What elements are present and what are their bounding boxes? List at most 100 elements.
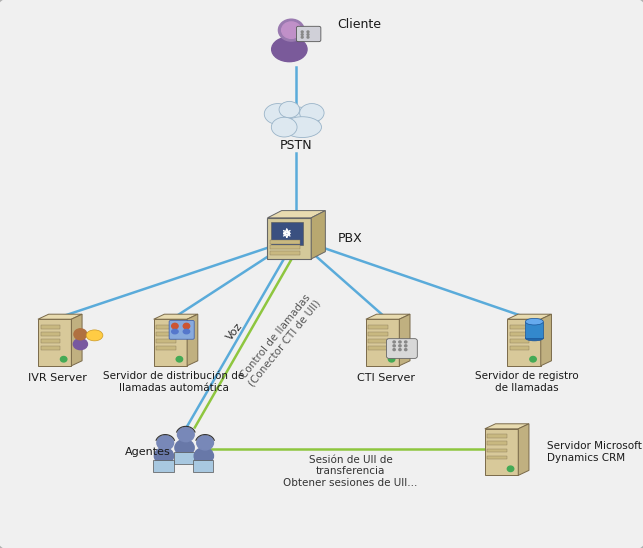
Text: Cliente: Cliente <box>338 18 381 31</box>
Ellipse shape <box>283 117 322 138</box>
Ellipse shape <box>154 448 174 464</box>
Ellipse shape <box>271 117 297 137</box>
FancyBboxPatch shape <box>41 346 60 350</box>
Polygon shape <box>518 424 529 476</box>
FancyBboxPatch shape <box>38 319 71 366</box>
Circle shape <box>177 427 194 442</box>
Text: PBX: PBX <box>338 232 362 245</box>
Circle shape <box>393 341 395 343</box>
Circle shape <box>183 323 190 329</box>
Text: PSTN: PSTN <box>280 139 312 152</box>
FancyBboxPatch shape <box>525 322 543 338</box>
Circle shape <box>404 349 407 351</box>
FancyBboxPatch shape <box>368 346 388 350</box>
Polygon shape <box>187 314 198 366</box>
Text: Agentes: Agentes <box>125 447 171 457</box>
Circle shape <box>157 436 174 450</box>
Ellipse shape <box>525 318 543 325</box>
Circle shape <box>60 356 67 362</box>
FancyBboxPatch shape <box>153 460 174 472</box>
Polygon shape <box>71 314 82 366</box>
Circle shape <box>307 34 309 35</box>
Polygon shape <box>311 210 325 259</box>
Ellipse shape <box>525 335 543 341</box>
FancyBboxPatch shape <box>156 324 176 328</box>
Circle shape <box>404 345 407 347</box>
Circle shape <box>74 329 87 340</box>
Text: Servidor de registro
de llamadas: Servidor de registro de llamadas <box>475 371 579 393</box>
Circle shape <box>399 345 401 347</box>
Circle shape <box>172 323 178 329</box>
Text: IVR Server: IVR Server <box>28 373 87 383</box>
FancyBboxPatch shape <box>154 319 187 366</box>
Ellipse shape <box>183 329 190 334</box>
Circle shape <box>393 349 395 351</box>
Circle shape <box>301 34 303 35</box>
Circle shape <box>307 31 309 33</box>
FancyBboxPatch shape <box>510 324 529 328</box>
Text: Control de llamadas
(Conector CTI de UII): Control de llamadas (Conector CTI de UII… <box>237 291 322 389</box>
Circle shape <box>176 356 183 362</box>
Circle shape <box>388 356 395 362</box>
FancyBboxPatch shape <box>487 448 507 453</box>
FancyBboxPatch shape <box>156 332 176 335</box>
Polygon shape <box>541 314 552 366</box>
Ellipse shape <box>172 329 178 334</box>
Ellipse shape <box>273 107 319 134</box>
FancyBboxPatch shape <box>41 324 60 328</box>
Polygon shape <box>38 314 82 319</box>
Polygon shape <box>154 314 198 319</box>
FancyBboxPatch shape <box>510 339 529 343</box>
Text: CTI Server: CTI Server <box>357 373 415 383</box>
FancyBboxPatch shape <box>366 319 399 366</box>
Circle shape <box>507 466 514 471</box>
Circle shape <box>197 436 213 450</box>
Polygon shape <box>267 210 325 218</box>
FancyBboxPatch shape <box>510 332 529 335</box>
FancyBboxPatch shape <box>174 452 194 464</box>
FancyBboxPatch shape <box>41 339 60 343</box>
Circle shape <box>530 356 536 362</box>
FancyBboxPatch shape <box>510 346 529 350</box>
Circle shape <box>399 349 401 351</box>
FancyBboxPatch shape <box>368 332 388 335</box>
Text: Sesión de UII de
transferencia
Obtener sesiones de UII...: Sesión de UII de transferencia Obtener s… <box>284 455 417 488</box>
Ellipse shape <box>272 37 307 61</box>
FancyBboxPatch shape <box>487 456 507 459</box>
FancyBboxPatch shape <box>507 319 541 366</box>
Ellipse shape <box>175 439 194 456</box>
Circle shape <box>404 341 407 343</box>
Text: Servidor Microsoft
Dynamics CRM: Servidor Microsoft Dynamics CRM <box>547 441 642 463</box>
FancyBboxPatch shape <box>296 26 321 42</box>
FancyBboxPatch shape <box>386 339 417 358</box>
FancyBboxPatch shape <box>487 434 507 438</box>
Circle shape <box>278 19 304 41</box>
Ellipse shape <box>264 104 291 124</box>
Circle shape <box>307 36 309 38</box>
Ellipse shape <box>279 101 300 118</box>
FancyBboxPatch shape <box>368 324 388 328</box>
Circle shape <box>301 36 303 38</box>
FancyBboxPatch shape <box>193 460 213 472</box>
Circle shape <box>301 31 303 33</box>
FancyBboxPatch shape <box>271 222 303 244</box>
Polygon shape <box>485 424 529 429</box>
FancyBboxPatch shape <box>267 218 311 259</box>
FancyBboxPatch shape <box>169 321 194 339</box>
Circle shape <box>282 22 301 38</box>
FancyBboxPatch shape <box>270 246 300 249</box>
FancyBboxPatch shape <box>156 339 176 343</box>
Circle shape <box>399 341 401 343</box>
Ellipse shape <box>86 330 103 341</box>
FancyBboxPatch shape <box>156 346 176 350</box>
FancyBboxPatch shape <box>487 442 507 445</box>
Ellipse shape <box>194 448 213 464</box>
Text: Servidor de distribución de
llamadas automática: Servidor de distribución de llamadas aut… <box>103 371 244 393</box>
Ellipse shape <box>300 104 324 122</box>
FancyBboxPatch shape <box>485 429 518 476</box>
FancyBboxPatch shape <box>270 251 300 254</box>
Text: Voz: Voz <box>224 321 245 342</box>
Polygon shape <box>507 314 552 319</box>
Polygon shape <box>399 314 410 366</box>
FancyBboxPatch shape <box>41 332 60 335</box>
